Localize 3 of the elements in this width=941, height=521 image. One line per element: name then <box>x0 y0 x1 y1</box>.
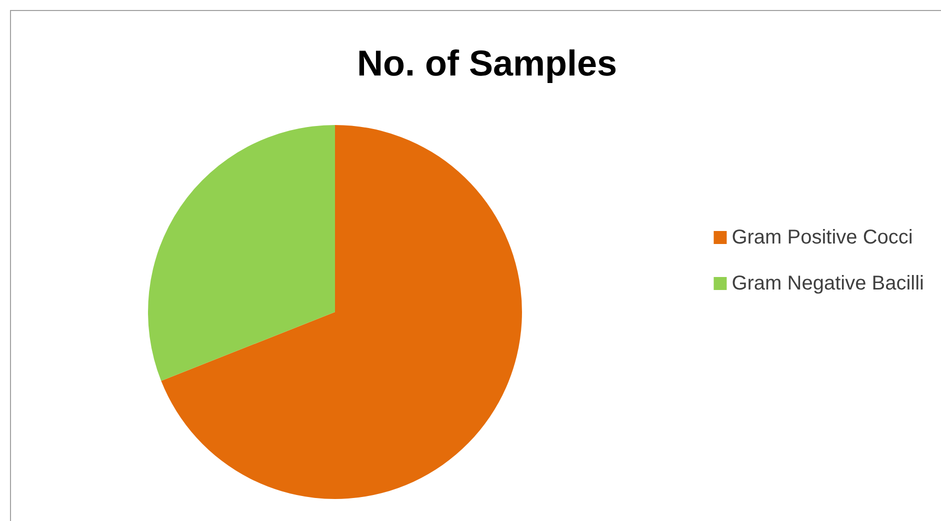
legend-label: Gram Positive Cocci <box>732 226 913 248</box>
legend-label: Gram Negative Bacilli <box>732 272 924 294</box>
chart-title: No. of Samples <box>356 42 618 84</box>
